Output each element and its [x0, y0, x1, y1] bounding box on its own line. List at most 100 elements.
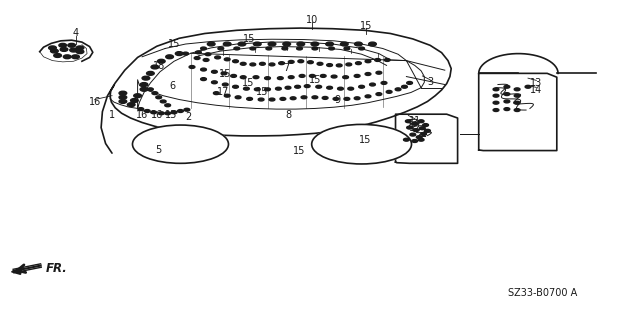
- Circle shape: [166, 55, 173, 59]
- Circle shape: [376, 93, 381, 96]
- Circle shape: [282, 47, 288, 50]
- Text: 12: 12: [408, 123, 421, 133]
- Circle shape: [178, 110, 183, 113]
- Circle shape: [407, 82, 413, 84]
- Circle shape: [165, 112, 170, 115]
- Circle shape: [201, 68, 206, 71]
- Circle shape: [305, 85, 310, 87]
- Circle shape: [51, 49, 58, 53]
- Circle shape: [158, 112, 164, 115]
- Circle shape: [201, 78, 206, 80]
- Circle shape: [119, 100, 127, 103]
- Circle shape: [243, 87, 250, 90]
- Circle shape: [337, 64, 342, 67]
- Circle shape: [402, 85, 408, 88]
- Circle shape: [253, 76, 259, 79]
- Circle shape: [355, 75, 360, 77]
- Circle shape: [295, 85, 301, 88]
- Circle shape: [211, 70, 218, 73]
- Circle shape: [147, 88, 153, 91]
- Circle shape: [268, 42, 276, 46]
- Circle shape: [250, 63, 256, 66]
- Circle shape: [160, 100, 166, 103]
- Circle shape: [269, 98, 275, 101]
- Circle shape: [375, 59, 380, 61]
- Circle shape: [207, 42, 215, 46]
- Circle shape: [384, 59, 390, 61]
- Circle shape: [151, 65, 159, 69]
- Text: 4: 4: [72, 28, 79, 39]
- Circle shape: [196, 51, 201, 54]
- Text: 15: 15: [358, 135, 371, 145]
- Text: 5: 5: [156, 145, 162, 155]
- Circle shape: [515, 88, 520, 91]
- Circle shape: [145, 110, 150, 113]
- Circle shape: [355, 42, 362, 46]
- Circle shape: [119, 91, 127, 95]
- Circle shape: [211, 81, 218, 84]
- Circle shape: [365, 95, 371, 98]
- Circle shape: [504, 108, 509, 110]
- Circle shape: [358, 85, 365, 88]
- Circle shape: [412, 122, 418, 125]
- Text: 6: 6: [170, 81, 176, 91]
- Circle shape: [152, 92, 157, 95]
- Circle shape: [253, 42, 261, 46]
- Circle shape: [323, 97, 328, 100]
- Circle shape: [332, 75, 337, 78]
- Circle shape: [387, 91, 392, 93]
- Circle shape: [493, 94, 499, 97]
- Circle shape: [376, 71, 381, 74]
- Circle shape: [70, 48, 77, 52]
- Circle shape: [515, 94, 520, 97]
- Circle shape: [493, 108, 499, 111]
- Text: 9: 9: [335, 94, 341, 105]
- Circle shape: [204, 59, 209, 61]
- Circle shape: [140, 83, 148, 86]
- Circle shape: [321, 75, 326, 77]
- Circle shape: [233, 60, 238, 63]
- Circle shape: [329, 47, 334, 50]
- Text: 15: 15: [256, 87, 269, 97]
- Circle shape: [225, 58, 230, 61]
- Circle shape: [241, 76, 246, 79]
- Text: 15: 15: [308, 75, 321, 85]
- Text: 7: 7: [284, 63, 290, 73]
- Circle shape: [419, 138, 424, 141]
- Circle shape: [504, 100, 509, 103]
- Text: 11: 11: [408, 116, 421, 126]
- Circle shape: [348, 87, 354, 90]
- Text: 1: 1: [109, 110, 115, 121]
- Text: 13: 13: [530, 78, 543, 88]
- Circle shape: [223, 42, 231, 46]
- Circle shape: [156, 96, 161, 99]
- Circle shape: [72, 55, 79, 59]
- Circle shape: [412, 140, 418, 142]
- Circle shape: [172, 111, 177, 114]
- Circle shape: [250, 47, 256, 50]
- Circle shape: [311, 42, 319, 46]
- Circle shape: [417, 136, 422, 138]
- Circle shape: [76, 46, 84, 50]
- Circle shape: [134, 94, 141, 98]
- Circle shape: [140, 87, 148, 91]
- Text: 14: 14: [530, 85, 543, 95]
- Circle shape: [407, 126, 413, 129]
- Circle shape: [493, 88, 499, 91]
- Circle shape: [260, 62, 265, 65]
- Text: 15: 15: [360, 20, 372, 31]
- Circle shape: [493, 101, 499, 104]
- Circle shape: [358, 47, 365, 50]
- Text: 15: 15: [293, 145, 306, 156]
- Circle shape: [317, 62, 323, 65]
- Circle shape: [49, 46, 56, 50]
- Circle shape: [54, 54, 61, 57]
- Text: 15: 15: [219, 69, 232, 79]
- Circle shape: [343, 76, 349, 79]
- Circle shape: [59, 43, 67, 47]
- Circle shape: [369, 42, 376, 46]
- Text: 15: 15: [243, 34, 256, 44]
- Text: 3: 3: [427, 77, 433, 87]
- Polygon shape: [12, 267, 22, 274]
- Circle shape: [340, 42, 348, 46]
